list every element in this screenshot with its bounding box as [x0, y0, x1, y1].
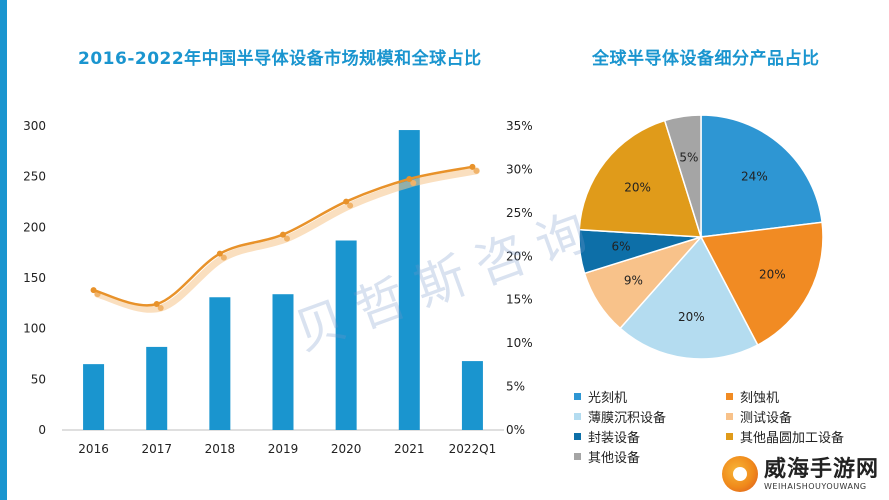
x-tick: 2021 [394, 442, 425, 456]
pie-value-label: 20% [624, 180, 651, 194]
pie-value-label: 6% [612, 240, 631, 254]
x-tick: 2020 [331, 442, 362, 456]
line-glow-point-2017 [157, 305, 164, 312]
line-point-2018 [216, 250, 223, 257]
legend-swatch [726, 392, 733, 400]
brand-logo-icon [721, 456, 758, 492]
legend-label: 测试设备 [740, 410, 793, 426]
legend-item: 其他设备 [574, 447, 726, 466]
bar-2022Q1 [461, 361, 483, 430]
x-tick: 2022Q1 [449, 442, 497, 456]
bar-2021 [398, 130, 420, 430]
line-point-2022Q1 [469, 163, 476, 170]
x-tick: 2017 [141, 442, 172, 456]
legend-label: 刻蚀机 [740, 390, 780, 406]
legend-label: 薄膜沉积设备 [588, 410, 667, 426]
combo-chart: 0 50 100 150 200 250 300 0% 5% 10% 15% 20% 25% 30% 35… [23, 119, 533, 456]
legend-label: 光刻机 [588, 390, 628, 406]
pie-value-labels: 24% 20% 20% 9% 6% 20% 5% [612, 150, 786, 324]
pie-slice-5 [578, 119, 703, 238]
line-point-2017 [153, 301, 160, 308]
left-y-tick: 0 [38, 423, 46, 437]
x-tick: 2018 [205, 442, 236, 456]
line-glow-point-2022Q1 [473, 167, 480, 174]
left-y-tick: 150 [23, 271, 46, 285]
legend-swatch [574, 432, 581, 440]
x-tick: 2016 [78, 442, 109, 456]
pie-value-label: 5% [679, 150, 698, 164]
pie-value-label: 9% [624, 274, 643, 288]
left-y-axis-ticks: 0 50 100 150 200 250 300 [23, 119, 46, 437]
pie-legend: 光刻机 刻蚀机薄膜沉积设备 测试设备封装设备 其他晶圆加工设备其他设备 [574, 387, 874, 466]
legend-swatch [574, 452, 581, 460]
left-y-tick: 300 [23, 119, 46, 133]
legend-item: 光刻机 [574, 387, 726, 406]
line-glow-point-2019 [284, 235, 290, 242]
bar-2018 [209, 297, 231, 430]
pie-value-label: 20% [759, 267, 786, 281]
legend-swatch [726, 412, 733, 420]
pie-slices [578, 114, 824, 360]
right-y-tick: 0% [506, 423, 525, 437]
left-y-tick: 250 [23, 170, 46, 184]
pie-chart-title: 全球半导体设备细分产品占比 [592, 49, 820, 69]
legend-label: 封装设备 [588, 430, 641, 446]
right-y-tick: 5% [506, 380, 525, 394]
bar-2017 [146, 346, 168, 430]
brand-subtitle: WEIHAISHOUYOUWANG [763, 481, 867, 491]
legend-item: 薄膜沉积设备 [574, 407, 726, 426]
bar-series [83, 130, 483, 430]
legend-item: 刻蚀机 [726, 387, 874, 406]
legend-swatch [574, 412, 581, 420]
right-y-axis-ticks: 0% 5% 10% 15% 20% 25% 30% 35% [506, 119, 533, 437]
line-glow-point-2020 [347, 202, 354, 209]
left-y-tick: 200 [23, 220, 46, 234]
pie-value-label: 20% [678, 310, 705, 324]
right-y-tick: 10% [506, 336, 533, 350]
brand-logo-block: 威海手游网 WEIHAISHOUYOUWANG [717, 454, 883, 494]
legend-swatch [726, 432, 733, 440]
x-tick: 2019 [268, 442, 299, 456]
left-y-tick: 100 [23, 322, 46, 336]
line-point-2020 [343, 198, 350, 205]
right-y-tick: 25% [506, 206, 533, 220]
right-y-tick: 35% [506, 119, 533, 133]
bar-2019 [272, 294, 294, 430]
legend-swatch [574, 392, 581, 400]
combo-chart-title: 2016-2022年中国半导体设备市场规模和全球占比 [78, 49, 482, 69]
line-point-2016 [90, 287, 97, 294]
line-glow-point-2021 [410, 179, 417, 186]
left-y-tick: 50 [31, 372, 46, 386]
legend-label: 其他晶圆加工设备 [740, 430, 845, 446]
right-y-tick: 30% [506, 162, 533, 176]
bar-2016 [83, 364, 105, 430]
right-y-tick: 20% [506, 249, 533, 263]
pie-value-label: 24% [741, 170, 768, 184]
line-point-2021 [406, 175, 413, 182]
line-series [90, 163, 476, 308]
line-point-2019 [280, 231, 286, 238]
pie-chart: 24% 20% 20% 9% 6% 20% 5% [578, 114, 824, 360]
pie-slice-0 [700, 114, 823, 238]
x-axis-ticks: 2016 2017 2018 2019 2020 2021 2022Q1 [78, 442, 496, 456]
bar-2020 [335, 240, 357, 430]
pie-slice-6 [663, 114, 702, 238]
brand-name: 威海手游网 [763, 456, 879, 482]
legend-item: 测试设备 [726, 407, 874, 426]
legend-item: 其他晶圆加工设备 [726, 427, 874, 446]
pie-slice-1 [699, 221, 824, 347]
line-glow-point-2018 [220, 254, 227, 261]
right-y-tick: 15% [506, 293, 533, 307]
legend-label: 其他设备 [588, 450, 641, 466]
pie-slice-2 [619, 235, 759, 360]
legend-item: 封装设备 [574, 427, 726, 446]
